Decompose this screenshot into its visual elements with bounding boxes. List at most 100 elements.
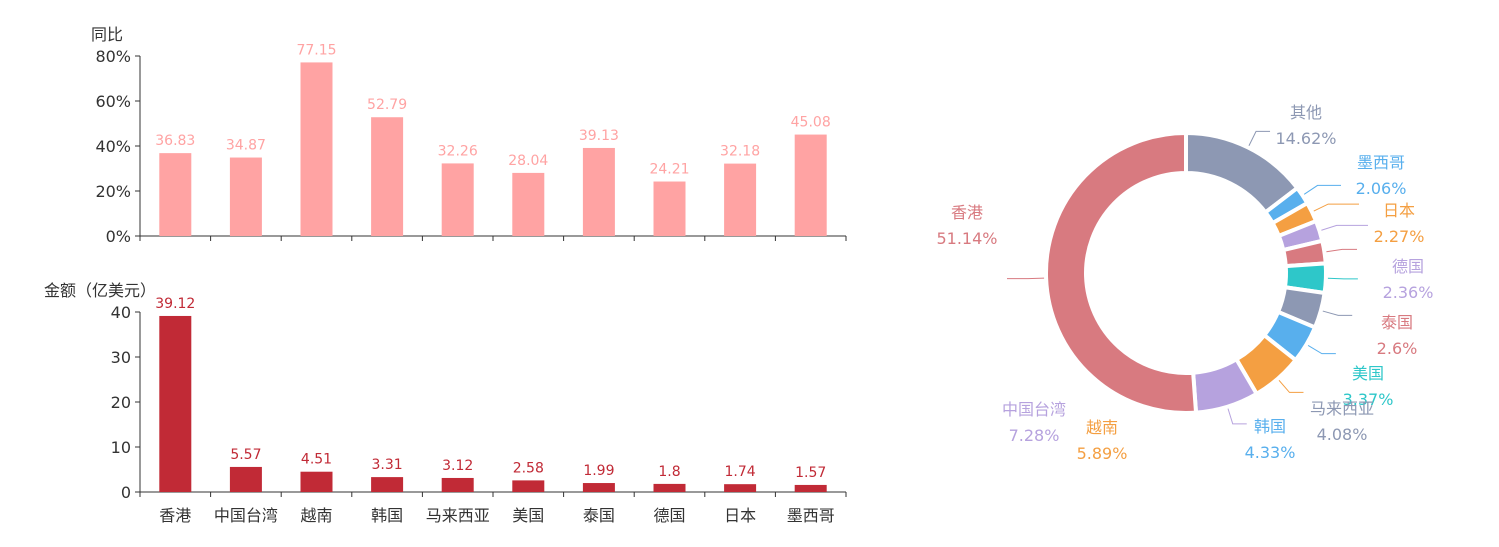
donut-leader-line <box>1007 277 1045 280</box>
amount-x-tick-label: 墨西哥 <box>787 506 835 525</box>
amount-bar-chart: 0 10 20 30 40 金额（亿美元）39.12 香港 5.57 中国台湾 4.51 越南 3.3… <box>44 281 847 525</box>
yoy-bar-chart: 0% 20% 40% 60% 80% 同比 36.83 34.87 77.15 52.79 32.2… <box>91 25 847 246</box>
yoy-bar <box>512 172 545 236</box>
amount-y-tick-label: 0 <box>121 483 131 502</box>
amount-x-tick-label: 德国 <box>653 506 685 525</box>
amount-y-tick-label: 20 <box>111 393 131 412</box>
amount-bar-value-label: 39.12 <box>155 296 195 312</box>
donut-slice-percent-label: 7.28% <box>1009 426 1060 445</box>
amount-x-tick-label: 美国 <box>512 506 544 525</box>
amount-x-tick-label: 日本 <box>724 506 756 525</box>
amount-bar-value-label: 1.8 <box>658 464 680 480</box>
yoy-bar <box>653 181 686 236</box>
donut-slice-name-label: 墨西哥 <box>1357 153 1405 172</box>
amount-bar-value-label: 3.31 <box>372 457 403 473</box>
donut-slice-percent-label: 4.08% <box>1317 425 1368 444</box>
amount-bar <box>300 471 333 492</box>
yoy-bar <box>724 163 757 236</box>
amount-bar-value-label: 1.99 <box>583 463 614 479</box>
donut-leader-line <box>1303 184 1341 195</box>
amount-x-tick-label: 中国台湾 <box>214 506 278 525</box>
amount-x-tick-label: 越南 <box>300 506 332 525</box>
amount-bar-value-label: 1.74 <box>725 464 756 480</box>
amount-y-axis-label: 金额（亿美元） <box>44 281 156 300</box>
donut-slice-name-label: 日本 <box>1383 201 1415 220</box>
donut-slice-name-label: 马来西亚 <box>1310 399 1374 418</box>
donut-leader-line <box>1248 130 1271 146</box>
yoy-y-tick-label: 40% <box>95 137 131 156</box>
amount-bar <box>724 484 757 492</box>
donut-slice-name-label: 泰国 <box>1381 313 1413 332</box>
amount-bar <box>229 466 262 492</box>
donut-slice-name-label: 中国台湾 <box>1002 400 1066 419</box>
yoy-bar-value-label: 52.79 <box>367 97 407 113</box>
yoy-bar-value-label: 24.21 <box>649 162 689 178</box>
yoy-y-tick-label: 20% <box>95 182 131 201</box>
amount-y-tick-label: 10 <box>111 438 131 457</box>
yoy-y-tick-label: 60% <box>95 92 131 111</box>
donut-leader-line <box>1327 277 1358 280</box>
donut-leader-line <box>1278 379 1304 393</box>
yoy-bar-value-label: 36.83 <box>155 133 195 149</box>
yoy-bar <box>229 157 262 236</box>
amount-x-tick-label: 马来西亚 <box>426 506 490 525</box>
donut-leader-line <box>1321 224 1368 231</box>
amount-bar-value-label: 5.57 <box>230 447 261 463</box>
yoy-bar <box>159 153 192 236</box>
donut-slice-percent-label: 4.33% <box>1245 443 1296 462</box>
donut-slice-percent-label: 5.89% <box>1077 444 1128 463</box>
donut-leader-line <box>1227 408 1247 425</box>
yoy-y-tick-label: 0% <box>106 227 131 246</box>
amount-bar <box>582 483 615 492</box>
donut-slice <box>1044 130 1199 415</box>
donut-slice-percent-label: 3.37% <box>1343 390 1394 409</box>
donut-leader-line <box>1313 203 1359 212</box>
donut-leader-line <box>1322 310 1353 316</box>
amount-bar-value-label: 3.12 <box>442 458 473 474</box>
donut-leader-line <box>1326 248 1357 253</box>
amount-bar-value-label: 1.57 <box>795 465 826 481</box>
yoy-bar <box>300 62 333 236</box>
amount-bar <box>794 484 827 492</box>
amount-bar <box>653 483 686 492</box>
donut-slice-name-label: 其他 <box>1290 103 1322 122</box>
yoy-bar-value-label: 32.18 <box>720 144 760 160</box>
yoy-bar-value-label: 28.04 <box>508 153 548 169</box>
yoy-bar <box>794 134 827 236</box>
donut-slice-name-label: 越南 <box>1086 418 1118 437</box>
amount-bar <box>512 480 545 492</box>
donut-slice-percent-label: 51.14% <box>936 229 997 248</box>
amount-bar <box>441 477 474 492</box>
amount-x-tick-label: 泰国 <box>583 506 615 525</box>
amount-x-tick-label: 韩国 <box>371 506 403 525</box>
yoy-bar <box>371 117 404 236</box>
donut-slice-percent-label: 2.36% <box>1383 283 1434 302</box>
yoy-bar-value-label: 77.15 <box>296 42 336 58</box>
donut-slice-percent-label: 14.62% <box>1275 129 1336 148</box>
amount-y-tick-label: 30 <box>111 348 131 367</box>
yoy-bar-value-label: 32.26 <box>438 143 478 159</box>
share-donut-chart: 其他 14.62% 墨西哥 2.06% 日本 2.27% 德国 2.36% 泰国 2.6% 美国 3.… <box>936 103 1433 463</box>
amount-bar-value-label: 2.58 <box>513 460 544 476</box>
donut-slice-percent-label: 2.6% <box>1377 339 1418 358</box>
donut-leader-line <box>1307 345 1336 355</box>
amount-bar <box>371 477 404 492</box>
amount-x-tick-label: 香港 <box>159 506 191 525</box>
yoy-bar-value-label: 45.08 <box>791 115 831 131</box>
yoy-bar <box>441 163 474 236</box>
donut-slice-name-label: 德国 <box>1392 257 1424 276</box>
donut-slice-percent-label: 2.06% <box>1356 179 1407 198</box>
yoy-bar-value-label: 34.87 <box>226 138 266 154</box>
amount-bar-value-label: 4.51 <box>301 452 332 468</box>
yoy-y-tick-label: 80% <box>95 47 131 66</box>
amount-y-tick-label: 40 <box>111 303 131 322</box>
donut-slice-percent-label: 2.27% <box>1374 227 1425 246</box>
donut-slice-name-label: 香港 <box>951 203 983 222</box>
amount-bar <box>159 315 192 492</box>
donut-slice-name-label: 韩国 <box>1254 417 1286 436</box>
yoy-y-axis-label: 同比 <box>91 25 123 44</box>
donut-slice-name-label: 美国 <box>1352 364 1384 383</box>
yoy-bar <box>582 147 615 236</box>
yoy-bar-value-label: 39.13 <box>579 128 619 144</box>
